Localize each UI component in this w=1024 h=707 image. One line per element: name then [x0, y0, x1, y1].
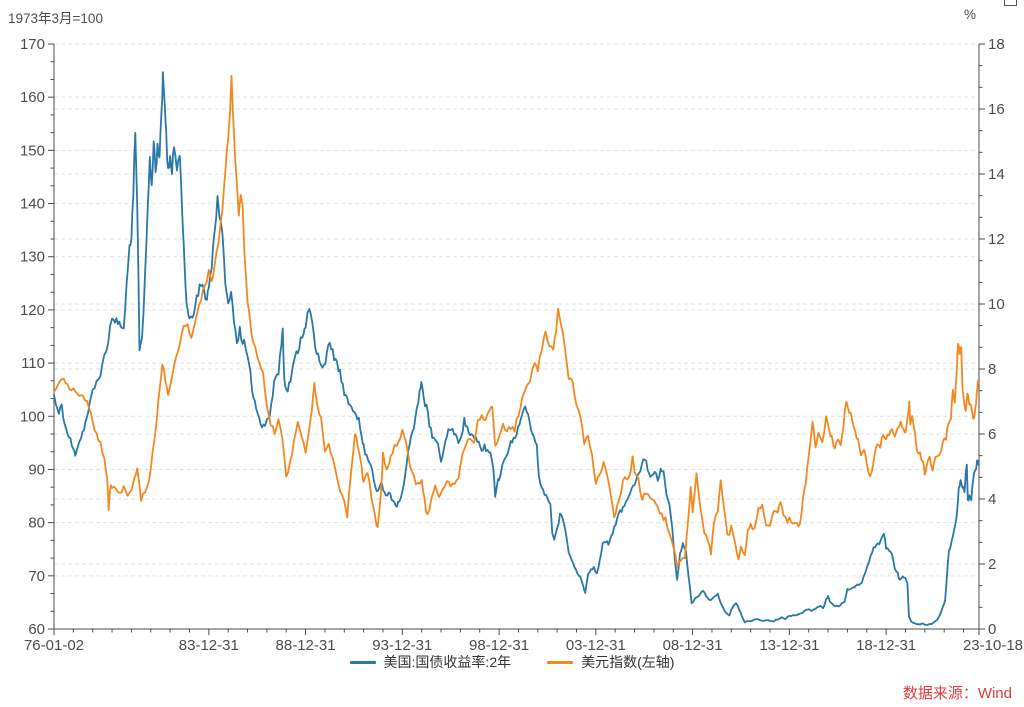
- data-source-label: 数据来源：Wind: [902, 685, 1012, 702]
- x-axis-tick-label: 88-12-31: [276, 637, 336, 654]
- x-axis: 76-01-02 83-12-31 88-12-31 93-12-31 98-12-31…: [24, 628, 1023, 654]
- x-axis-tick-label: 93-12-31: [372, 637, 432, 654]
- left-axis-tick-label: 140: [20, 196, 45, 213]
- left-axis-tick-label: 130: [20, 249, 45, 266]
- x-axis-tick-label: 08-12-31: [663, 637, 723, 654]
- legend-label: 美国:国债收益率:2年: [383, 654, 512, 670]
- left-axis-tick-label: 150: [20, 142, 45, 159]
- x-axis-tick-label: 18-12-31: [856, 637, 916, 654]
- series-line-1: [53, 74, 980, 569]
- left-axis-tick-label: 110: [21, 355, 45, 372]
- right-axis-tick-label: 0: [988, 621, 996, 638]
- legend: 美国:国债收益率:2年 美元指数(左轴): [0, 652, 1024, 672]
- left-axis-tick-label: 160: [20, 89, 45, 106]
- x-axis-tick-label: 13-12-31: [759, 637, 819, 654]
- left-axis-tick-label: 100: [20, 408, 45, 425]
- legend-item-us-2y-yield[interactable]: 美国:国债收益率:2年: [349, 652, 512, 672]
- us-2y-yield-line-swatch: [349, 660, 376, 664]
- right-axis-tick-label: 12: [988, 231, 1005, 248]
- x-axis-tick-label: 23-10-18: [963, 637, 1023, 654]
- left-axis-tick-label: 170: [20, 36, 45, 53]
- right-axis-tick-label: 18: [988, 36, 1005, 53]
- dollar-index-line-swatch: [547, 660, 574, 664]
- left-axis-title: 1973年3月=100: [8, 11, 103, 26]
- maximize-window-icon[interactable]: [1004, 0, 1017, 6]
- x-axis-tick-label: 83-12-31: [179, 637, 239, 654]
- legend-label: 美元指数(左轴): [581, 654, 675, 670]
- left-axis-tick-label: 60: [28, 621, 45, 638]
- left-axis-tick-label: 80: [28, 515, 45, 532]
- left-axis-tick-label: 120: [20, 302, 45, 319]
- right-axis-tick-label: 2: [988, 556, 996, 573]
- series-line-0: [53, 71, 980, 626]
- right-axis-tick-label: 14: [988, 166, 1005, 183]
- right-axis-tick-label: 8: [988, 361, 996, 378]
- left-axis-tick-label: 90: [28, 461, 45, 478]
- right-axis-title: %: [963, 7, 976, 22]
- right-axis-tick-label: 10: [988, 296, 1005, 313]
- grid-layer: [54, 43, 979, 577]
- left-axis: 60 70 80 90 100 110 120 130 140 150 160 170: [20, 36, 55, 638]
- x-axis-tick-label: 98-12-31: [469, 637, 529, 654]
- right-axis-tick-label: 6: [988, 426, 996, 443]
- legend-item-dollar-index[interactable]: 美元指数(左轴): [547, 652, 674, 672]
- right-axis-tick-label: 16: [988, 101, 1005, 118]
- x-axis-tick-label: 76-01-02: [24, 637, 84, 654]
- right-axis: 0 2 4 6 8 10 12 14 16 18: [978, 36, 1005, 638]
- right-axis-tick-label: 4: [988, 491, 996, 508]
- x-axis-tick-label: 03-12-31: [566, 637, 626, 654]
- left-axis-tick-label: 70: [28, 568, 45, 585]
